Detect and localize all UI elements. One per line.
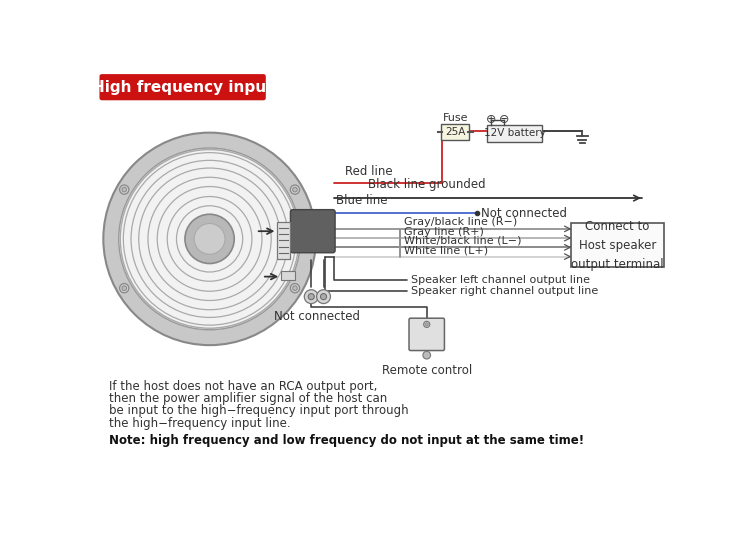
Text: be input to the high−frequency input port through: be input to the high−frequency input por… [110,404,409,417]
Text: Note: high frequency and low frequency do not input at the same time!: Note: high frequency and low frequency d… [110,434,584,447]
Text: ⊕: ⊕ [486,113,496,126]
FancyBboxPatch shape [290,210,335,253]
Circle shape [316,290,331,304]
Circle shape [304,290,318,304]
Circle shape [308,294,314,300]
Bar [487,125,542,142]
FancyBboxPatch shape [100,74,266,100]
Circle shape [424,321,430,328]
Text: Fuse: Fuse [442,113,468,124]
Text: Black line grounded: Black line grounded [368,178,485,191]
Text: 25A: 25A [445,127,466,137]
Circle shape [423,351,430,359]
Text: Not connected: Not connected [481,207,567,220]
Circle shape [194,224,225,254]
Circle shape [122,187,127,192]
FancyBboxPatch shape [409,318,445,351]
Text: Speaker left channel output line: Speaker left channel output line [410,275,590,284]
Circle shape [185,214,234,264]
Text: White line (L+): White line (L+) [404,245,488,255]
Text: Remote control: Remote control [382,364,472,377]
Circle shape [292,187,297,192]
Text: 12V battery: 12V battery [484,129,545,138]
Text: Red line: Red line [345,165,393,178]
Text: Gray line (R+): Gray line (R+) [404,226,484,237]
Text: the high−frequency input line.: the high−frequency input line. [110,417,291,430]
Bar [278,222,290,259]
Text: Gray/black line (R−): Gray/black line (R−) [404,217,517,228]
Circle shape [118,148,301,330]
Text: then the power amplifier signal of the host can: then the power amplifier signal of the h… [110,392,388,405]
Text: Not connected: Not connected [274,311,361,323]
FancyBboxPatch shape [441,124,469,139]
Text: Blue line: Blue line [335,194,387,207]
Bar [281,271,295,281]
Bar [572,224,664,267]
Circle shape [122,286,127,290]
Circle shape [119,283,129,293]
Text: White/black line (L−): White/black line (L−) [404,236,521,246]
Text: ⊖: ⊖ [499,113,509,126]
Text: Connect to
Host speaker
output terminal: Connect to Host speaker output terminal [572,220,664,271]
Text: High frequency input: High frequency input [92,80,274,95]
Circle shape [290,185,299,194]
Circle shape [120,149,299,328]
Circle shape [425,323,428,326]
Circle shape [104,132,316,345]
Circle shape [104,132,316,345]
Circle shape [119,185,129,194]
Text: If the host does not have an RCA output port,: If the host does not have an RCA output … [110,380,378,393]
Circle shape [292,286,297,290]
Text: Speaker right channel output line: Speaker right channel output line [410,286,598,296]
Circle shape [320,294,326,300]
Circle shape [290,283,299,293]
